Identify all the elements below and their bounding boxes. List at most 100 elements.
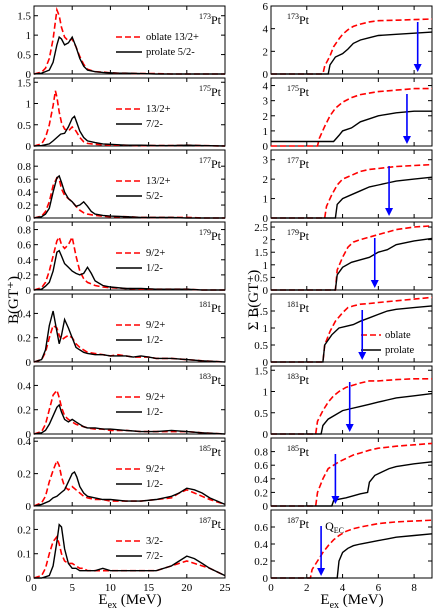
y-tick-label: 4	[263, 81, 269, 93]
legend-label: oblate 13/2+	[146, 32, 199, 43]
legend-label: 13/2+	[146, 176, 171, 187]
series-line-prolate	[33, 35, 225, 75]
nucleus-label: 183Pt	[287, 372, 310, 387]
y-tick-label: 1.5	[254, 306, 268, 318]
legend-label: prolate 5/2-	[146, 47, 195, 58]
y-tick-label: 0.5	[17, 120, 31, 132]
series-line-oblate	[33, 234, 225, 291]
left-ylabel-text: B(GT⁺)	[6, 276, 22, 324]
series-line-oblate	[271, 163, 433, 219]
legend-label: 1/2-	[146, 407, 163, 418]
panel-frame	[270, 221, 433, 291]
y-tick-label: 0.2	[17, 524, 31, 536]
nucleus-label: 175Pt	[287, 84, 310, 99]
series-line-prolate	[33, 115, 226, 147]
y-tick-label: 0.5	[254, 272, 268, 284]
left-panel-183Pt: 0 0.2 0.4 183Pt 9/2+ 1/2-	[17, 365, 226, 441]
y-tick-label: 0.4	[254, 539, 268, 551]
y-tick-label: 0.8	[17, 161, 31, 173]
right-panel-177Pt: 0 1 2 3 177Pt	[263, 149, 433, 225]
y-tick-label: 0.6	[17, 240, 31, 252]
y-tick-label: 2.5	[254, 222, 268, 234]
left-panel-179Pt: 0 0.2 0.4 0.6 0.8 179Pt 9/2+ 1/2-	[17, 221, 226, 297]
nucleus-label: 187Pt	[199, 516, 222, 531]
y-tick-label: 0	[26, 573, 32, 585]
legend-label: 7/2-	[146, 119, 163, 130]
y-tick-label: 0	[26, 357, 32, 369]
y-tick-label: 0.2	[17, 270, 31, 282]
left-panel-177Pt: 00.20.40.60.8 177Pt 13/2+ 5/2-	[17, 149, 226, 225]
legend-label: 1/2-	[146, 263, 163, 274]
y-tick-label: 0	[263, 573, 269, 585]
x-tick-label: 5	[69, 582, 75, 594]
x-tick-label: 25	[220, 582, 232, 594]
series-line-prolate	[271, 533, 433, 579]
y-tick-label: 0.4	[17, 436, 31, 448]
panel-frame	[270, 437, 433, 507]
series-line-prolate	[271, 305, 433, 363]
y-tick-label: 2	[263, 46, 269, 58]
left-panel-175Pt: 0 0.5 1 1.5 175Pt 13/2+ 7/2-	[17, 77, 226, 153]
x-tick-label: 8	[411, 582, 417, 594]
left-panel-187Pt: 0 0.1 0.2 0 5 10 15 20 25 187Pt 3/2- 7/2-	[17, 509, 232, 594]
y-tick-label: 0.4	[17, 380, 31, 392]
legend-label: 13/2+	[146, 104, 171, 115]
y-tick-label: 1	[26, 99, 32, 111]
panel-frame	[33, 221, 226, 291]
y-tick-label: 0	[263, 285, 269, 297]
qec-arrow-head	[385, 208, 394, 216]
y-tick-label: 0	[26, 429, 32, 441]
series-line-prolate	[271, 461, 433, 507]
y-tick-label: 0.4	[17, 187, 31, 199]
nucleus-label: 181Pt	[199, 300, 222, 315]
y-tick-label: 0.8	[17, 225, 31, 237]
nucleus-label: 173Pt	[287, 12, 310, 27]
nucleus-label: 179Pt	[199, 228, 222, 243]
series-line-oblate	[33, 535, 226, 579]
x-tick-label: 2	[304, 582, 310, 594]
series-line-prolate	[33, 174, 225, 219]
legend-label: prolate	[385, 345, 414, 356]
legend-label: 9/2+	[146, 464, 165, 475]
right-panel-179Pt: 00.511.522.5 179Pt	[254, 221, 433, 297]
y-tick-label: 0.2	[254, 487, 268, 499]
y-tick-label: 0	[263, 501, 269, 513]
left-panel-185Pt: 0 0.2 0.4 185Pt 9/2+ 1/2-	[17, 436, 226, 513]
y-tick-label: 1	[263, 260, 269, 272]
y-tick-label: 3	[263, 96, 269, 108]
legend-label: 9/2+	[146, 320, 165, 331]
legend-label: 1/2-	[146, 479, 163, 490]
y-tick-label: 2	[263, 174, 269, 186]
y-tick-label: 4	[263, 24, 269, 36]
y-tick-label: 1.5	[17, 11, 31, 23]
right-ylabel-text: Σ B(GT⁺)	[246, 270, 262, 330]
y-tick-label: 0.2	[17, 469, 31, 481]
series-line-prolate	[271, 176, 433, 219]
nucleus-label: 181Pt	[287, 300, 310, 315]
y-tick-label: 1	[263, 387, 269, 399]
y-tick-label: 0	[26, 141, 32, 153]
y-tick-label: 0	[26, 501, 32, 513]
y-tick-label: 0.4	[17, 308, 31, 320]
series-line-prolate	[271, 110, 432, 143]
y-tick-label: 0.6	[17, 174, 31, 186]
x-tick-label: 15	[143, 582, 155, 594]
nucleus-label: 187Pt	[287, 516, 310, 531]
y-tick-label: 1.5	[254, 247, 268, 259]
y-tick-label: 0.5	[254, 340, 268, 352]
x-tick-label: 6	[376, 582, 382, 594]
y-tick-label: 0.6	[254, 522, 268, 534]
y-tick-label: 0	[263, 213, 269, 225]
y-tick-label: 0.4	[17, 255, 31, 267]
series-line-prolate	[271, 31, 433, 75]
y-tick-label: 1	[263, 323, 269, 335]
qec-arrow-head	[331, 496, 340, 504]
nucleus-label: 183Pt	[199, 372, 222, 387]
series-line-oblate	[271, 18, 433, 75]
y-tick-label: 3	[263, 155, 269, 167]
series-line-oblate	[271, 225, 433, 291]
y-tick-label: 2	[263, 111, 269, 123]
